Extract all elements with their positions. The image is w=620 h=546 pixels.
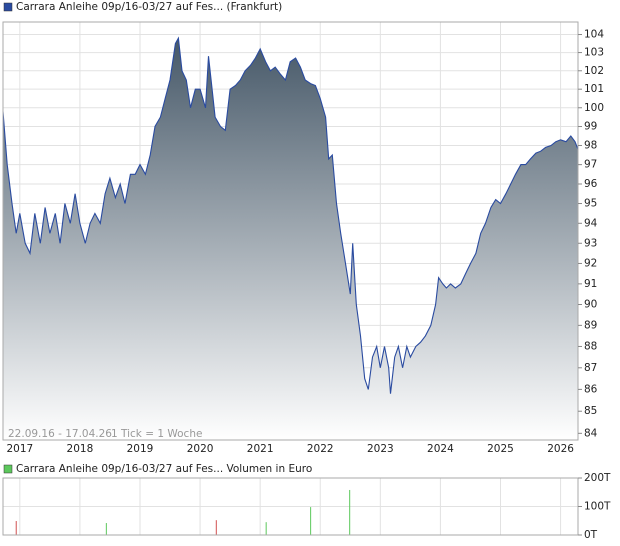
x-tick-label: 2025 [487, 443, 514, 455]
volume-bar [15, 521, 17, 535]
y-tick-label: 101 [584, 83, 604, 95]
x-tick-label: 2021 [247, 443, 274, 455]
x-tick-label: 2018 [67, 443, 94, 455]
x-tick-label: 2020 [187, 443, 214, 455]
y-tick-label: 87 [584, 362, 597, 374]
y-tick-label: 103 [584, 47, 604, 59]
y-tick-label: 98 [584, 139, 597, 151]
legend-label: Carrara Anleihe 09p/16-03/27 auf Fes... … [16, 463, 312, 475]
tick-note: 1 Tick = 1 Woche [111, 428, 202, 440]
x-tick-label: 2026 [547, 443, 574, 455]
y-tick-label: 91 [584, 278, 597, 290]
y-tick-label: 0T [584, 529, 598, 541]
y-tick-label: 84 [584, 427, 598, 439]
date-range: 22.09.16 - 17.04.26 [8, 428, 112, 440]
y-tick-label: 89 [584, 319, 597, 331]
y-tick-label: 88 [584, 340, 597, 352]
x-tick-label: 2019 [127, 443, 154, 455]
area-fill [3, 38, 578, 440]
legend-swatch [3, 464, 13, 474]
y-tick-label: 104 [584, 29, 604, 41]
y-tick-label: 97 [584, 159, 597, 171]
y-tick-label: 90 [584, 298, 597, 310]
y-tick-label: 100 [584, 102, 604, 114]
volume-bar [105, 523, 107, 535]
y-tick-label: 94 [584, 217, 598, 229]
x-tick-label: 2022 [307, 443, 334, 455]
x-tick-label: 2024 [427, 443, 454, 455]
y-tick-label: 85 [584, 405, 597, 417]
volume-bar [310, 507, 312, 535]
y-tick-label: 96 [584, 178, 598, 190]
y-tick-label: 95 [584, 198, 597, 210]
price-line [2, 36, 579, 394]
volume-bar [215, 520, 217, 535]
y-tick-label: 86 [584, 383, 598, 395]
y-tick-label: 92 [584, 257, 597, 269]
volume-bar [265, 522, 267, 535]
plot-frame [2, 21, 579, 441]
y-tick-label: 200T [584, 472, 611, 484]
x-tick-label: 2023 [367, 443, 394, 455]
legend-label: Carrara Anleihe 09p/16-03/27 auf Fes... … [16, 1, 282, 13]
y-tick-label: 99 [584, 121, 597, 133]
volume-bar [349, 489, 351, 535]
legend-swatch [3, 2, 13, 12]
y-tick-label: 102 [584, 65, 604, 77]
x-tick-label: 2017 [6, 443, 33, 455]
y-tick-label: 93 [584, 237, 597, 249]
y-tick-label: 100T [584, 501, 611, 513]
